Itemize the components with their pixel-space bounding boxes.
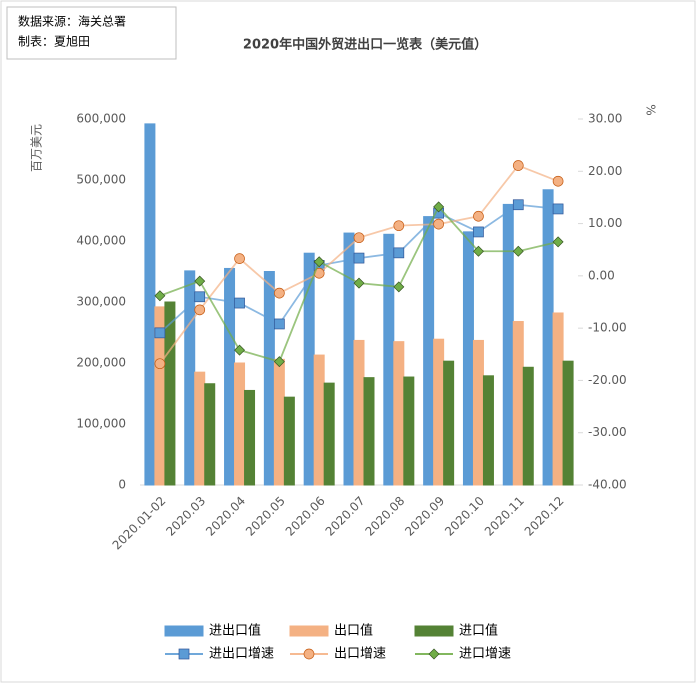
line-marker [512, 199, 524, 211]
line-marker [154, 358, 166, 370]
line-marker [154, 327, 166, 339]
bar [502, 203, 514, 486]
legend-label: 进口值 [459, 623, 498, 639]
line-marker [353, 232, 365, 244]
legend-label: 进出口增速 [209, 647, 274, 662]
legend-swatch [164, 625, 204, 637]
line-marker [234, 297, 245, 309]
line-marker [393, 281, 405, 293]
line-marker [154, 290, 166, 302]
line-marker [552, 236, 564, 248]
line-marker [194, 275, 206, 287]
bar [423, 216, 435, 486]
line-marker [433, 201, 445, 213]
bar [512, 321, 524, 486]
y-tick-label: 100,000 [76, 417, 126, 431]
bar [343, 232, 355, 486]
line-marker [274, 318, 285, 330]
y-tick-label: 300,000 [76, 295, 126, 309]
line-marker [512, 160, 524, 171]
source-box [6, 6, 177, 60]
legend-label: 进口增速 [459, 647, 511, 662]
bar [472, 339, 484, 486]
y2-tick-label: -20.00 [588, 373, 627, 387]
bar [562, 360, 574, 486]
y2-tick-label: 30.00 [588, 112, 622, 126]
bar [542, 189, 554, 486]
bar [144, 123, 156, 486]
y2-tick-label: 20.00 [588, 164, 622, 178]
y-tick-label: 600,000 [76, 112, 126, 126]
bar [462, 231, 474, 486]
bar [482, 375, 494, 486]
bar [164, 301, 176, 486]
legend-label: 出口值 [334, 623, 373, 639]
y2-tick-label: -40.00 [588, 478, 627, 492]
y2-tick-label: -30.00 [588, 425, 627, 439]
bar [353, 339, 365, 486]
author: 制表：夏旭田 [18, 35, 90, 49]
bar [433, 338, 445, 486]
y2-tick-label: -10.00 [588, 321, 627, 335]
line-marker [234, 344, 246, 356]
line-marker [472, 245, 484, 257]
y-tick-label: 0 [118, 478, 126, 492]
bar [363, 377, 375, 486]
line-marker [512, 245, 524, 257]
bar [263, 271, 275, 486]
y-tick-label: 500,000 [76, 173, 126, 187]
line-marker [552, 175, 564, 187]
legend-swatch [414, 625, 454, 637]
line-marker [303, 648, 315, 660]
bar [273, 358, 285, 486]
watermark: 21世纪经济报道 [514, 627, 662, 651]
legend-swatch [289, 625, 329, 637]
line-marker [393, 220, 405, 232]
bar [522, 366, 534, 486]
bar [234, 362, 246, 486]
bar [323, 382, 335, 486]
source: 数据来源：海关总署 [18, 14, 126, 29]
legend-label: 进出口值 [209, 623, 261, 639]
chart-title: 2020年中国外贸进出口一览表（美元值） [243, 37, 487, 53]
line-marker [313, 256, 325, 268]
bar [552, 312, 564, 486]
line-marker [178, 648, 190, 660]
y2-axis-label: % [644, 104, 658, 115]
bar [313, 354, 325, 486]
bar [283, 396, 295, 486]
line-marker [234, 253, 245, 264]
line-marker [194, 291, 206, 303]
y-tick-label: 400,000 [76, 234, 126, 248]
bar [194, 371, 206, 486]
line-marker [428, 648, 440, 660]
bar [244, 389, 256, 486]
y-tick-label: 200,000 [76, 356, 126, 370]
bar [383, 233, 395, 486]
line-marker [353, 252, 365, 264]
bar [403, 376, 415, 486]
line-marker [393, 247, 405, 259]
legend-label: 出口增速 [334, 647, 386, 662]
y-axis-label: 百万美元 [30, 124, 44, 172]
bar [204, 383, 216, 486]
line-marker [353, 277, 365, 289]
line-marker [194, 304, 206, 316]
line-marker [473, 210, 484, 222]
line-marker [433, 218, 444, 230]
y2-tick-label: 10.00 [588, 216, 622, 230]
line-marker [273, 356, 285, 368]
bar [443, 360, 455, 486]
line-marker [274, 287, 285, 299]
line-marker [552, 203, 564, 215]
bar [393, 341, 405, 486]
y2-tick-label: 0.00 [588, 268, 615, 282]
line-marker [473, 226, 484, 238]
